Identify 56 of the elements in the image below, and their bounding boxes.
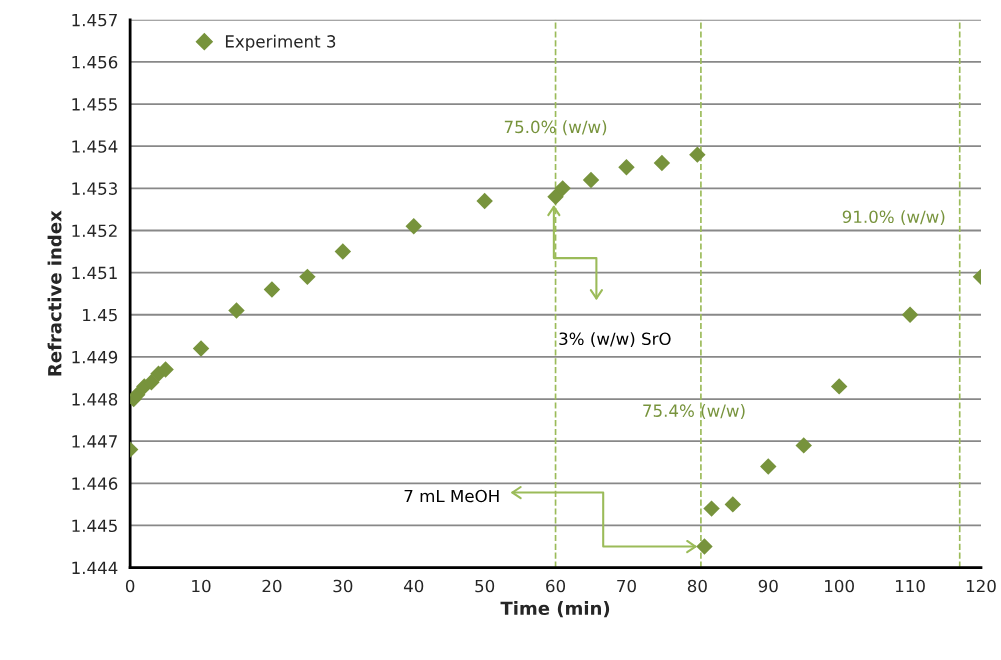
point	[334, 243, 352, 260]
x-tick-label: 70	[617, 579, 636, 593]
annotation: 75.4% (w/w)	[643, 404, 745, 419]
y-tick-label: 1.447	[72, 435, 117, 448]
y-tick-label: 1.448	[72, 393, 118, 406]
annotation: 3% (w/w) SrO	[559, 332, 671, 348]
x-tick-label: 100	[825, 579, 854, 593]
point	[143, 373, 160, 391]
y-tick-label: 1.449	[72, 350, 118, 364]
annotation: 91.0% (w/w)	[842, 210, 945, 226]
point	[901, 306, 919, 323]
point	[724, 496, 742, 513]
y-tick-label: 1.445	[72, 519, 117, 533]
x-tick-label: 40	[403, 579, 424, 593]
point	[703, 500, 720, 517]
y-tick-label: 1.45	[83, 308, 117, 322]
y-tick-label: 1.454	[72, 140, 118, 153]
y-tick-label: 1.452	[72, 224, 117, 238]
point	[228, 302, 245, 319]
point	[582, 171, 600, 189]
x-tick-label: 90	[758, 579, 778, 593]
annotation: 75.0% (w/w)	[504, 120, 607, 136]
point	[547, 188, 564, 205]
x-tick-label: 120	[966, 579, 996, 593]
y-axis-title: Refractive index	[47, 210, 62, 376]
point	[299, 268, 316, 286]
x-tick-label: 110	[896, 579, 925, 593]
y-tick-label: 1.444	[72, 561, 118, 574]
point	[795, 437, 812, 454]
point	[192, 340, 210, 357]
point	[696, 538, 713, 555]
legend-label: Experiment 3	[225, 34, 336, 51]
annotation: 7 mL MeOH	[404, 489, 499, 503]
point	[618, 159, 635, 176]
x-tick-label: 30	[333, 579, 353, 593]
x-tick-label: 0	[125, 579, 135, 593]
point	[653, 154, 671, 172]
x-tick-label: 50	[475, 579, 495, 593]
point	[689, 146, 706, 163]
point	[476, 192, 493, 210]
x-tick-label: 10	[192, 579, 211, 593]
point	[760, 458, 777, 475]
y-tick-label: 1.451	[72, 266, 117, 280]
point	[263, 281, 281, 298]
x-tick-label: 60	[546, 579, 566, 593]
point	[405, 218, 422, 235]
y-tick-label: 1.446	[72, 477, 118, 490]
x-tick-label: 20	[262, 579, 282, 593]
y-tick-label: 1.456	[72, 55, 118, 69]
x-tick-label: 80	[687, 579, 707, 593]
y-tick-label: 1.455	[72, 98, 117, 111]
point	[830, 378, 848, 395]
y-tick-label: 1.457	[72, 13, 117, 27]
x-axis-title: Time (min)	[500, 601, 610, 618]
point	[554, 180, 571, 197]
y-tick-label: 1.453	[72, 182, 117, 195]
